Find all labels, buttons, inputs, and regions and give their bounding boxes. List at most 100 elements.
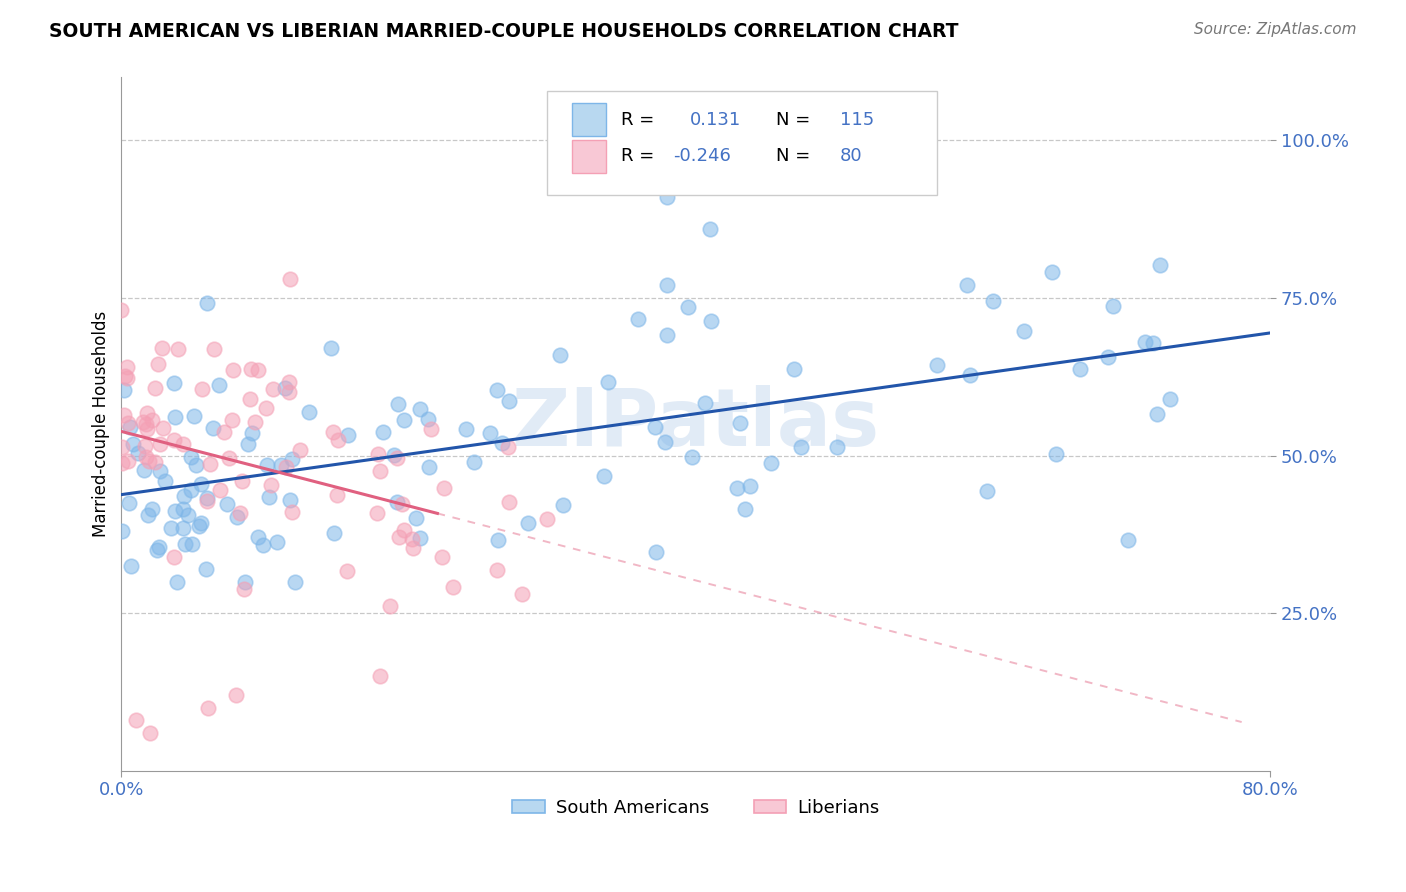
Point (418, 460, 440, 475)
Point (392, 413, 415, 427)
Point (498, 393, 520, 408)
Point (163, 433, 186, 447)
Point (925, 358, 948, 372)
Point (135, 450, 157, 465)
Point (498, 440, 520, 454)
Point (240, 362, 263, 376)
Point (284, 574, 307, 589)
Point (166, 342, 188, 356)
Point (278, 375, 301, 389)
Point (195, 296, 218, 310)
Point (184, 458, 207, 472)
Point (229, 507, 252, 521)
Point (239, 392, 262, 407)
Point (270, 458, 292, 473)
Point (212, 425, 235, 439)
Point (146, 542, 169, 557)
Point (728, 416, 751, 430)
Point (373, 425, 395, 439)
Point (297, 405, 319, 419)
Point (1101, 299, 1123, 313)
Point (233, 582, 256, 597)
Point (166, 574, 188, 589)
Point (163, 376, 186, 391)
Point (115, 371, 138, 385)
Text: N =: N = (776, 147, 811, 166)
Point (136, 406, 159, 420)
Point (1146, 408, 1168, 422)
Point (441, 580, 464, 594)
Point (368, 464, 391, 478)
Point (143, 381, 166, 395)
Point (225, 688, 247, 702)
Point (112, 408, 135, 422)
Point (191, 382, 214, 396)
Text: 0.131: 0.131 (690, 111, 741, 128)
Point (1014, 324, 1036, 338)
Point (325, 488, 347, 502)
Point (172, 502, 194, 516)
Point (956, 278, 979, 293)
Point (486, 533, 509, 548)
Point (262, 383, 284, 397)
Point (195, 562, 218, 576)
Point (274, 460, 297, 475)
Point (326, 433, 349, 447)
Point (551, 498, 574, 512)
Point (405, 511, 427, 525)
Point (401, 533, 423, 547)
Point (260, 478, 283, 492)
Point (1069, 362, 1091, 376)
Point (208, 378, 231, 392)
FancyBboxPatch shape (572, 140, 606, 173)
Point (385, 450, 408, 465)
Point (111, 440, 134, 454)
Point (322, 425, 344, 439)
Point (163, 409, 186, 424)
Point (378, 599, 401, 613)
Point (627, 312, 650, 326)
Point (110, 524, 132, 538)
Point (180, 483, 202, 498)
Point (117, 454, 139, 468)
Point (454, 422, 477, 436)
Point (197, 700, 219, 714)
Point (391, 497, 413, 511)
Point (322, 525, 344, 540)
Point (148, 357, 170, 371)
Point (141, 502, 163, 516)
Point (115, 360, 138, 375)
FancyBboxPatch shape (572, 103, 606, 136)
Point (385, 495, 408, 509)
Point (387, 397, 409, 411)
Point (491, 435, 513, 450)
Point (654, 434, 676, 449)
Point (117, 417, 139, 431)
Point (118, 420, 141, 434)
Point (278, 493, 301, 508)
Point (238, 436, 260, 450)
Point (479, 426, 502, 441)
Point (430, 549, 453, 564)
Point (208, 483, 231, 498)
Point (221, 363, 243, 377)
Point (700, 314, 723, 328)
Point (256, 458, 278, 472)
Point (783, 362, 806, 376)
Point (149, 436, 172, 450)
Point (188, 518, 211, 533)
Point (149, 464, 172, 478)
Point (382, 448, 405, 462)
Point (163, 504, 186, 518)
Text: Source: ZipAtlas.com: Source: ZipAtlas.com (1194, 22, 1357, 37)
Point (976, 483, 998, 498)
Point (143, 455, 166, 469)
Point (402, 541, 425, 555)
Point (644, 420, 666, 434)
FancyBboxPatch shape (547, 91, 938, 195)
Point (734, 501, 756, 516)
Point (136, 508, 159, 523)
Point (111, 457, 134, 471)
Point (657, 278, 679, 293)
Point (645, 545, 668, 559)
